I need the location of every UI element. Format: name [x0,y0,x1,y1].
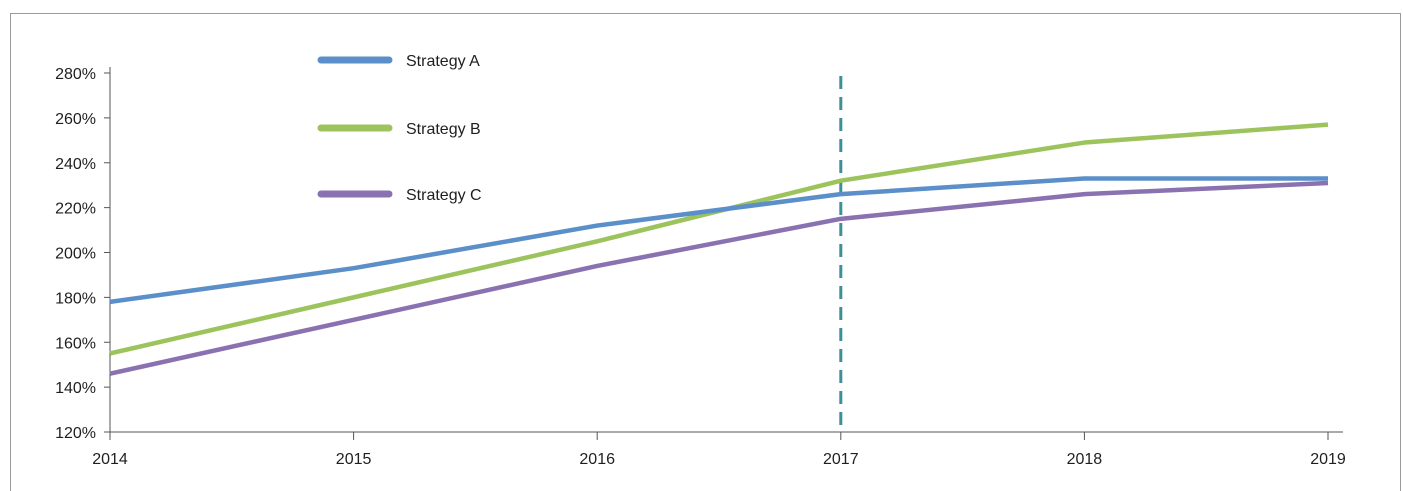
y-tick-label: 140% [55,380,96,397]
x-tick-label: 2018 [1067,451,1103,468]
y-tick-label: 180% [55,290,96,307]
y-tick-label: 280% [55,66,96,83]
series-line-strategy-a [109,176,1328,305]
y-tick-label: 240% [55,156,96,173]
y-tick-label: 260% [55,111,96,128]
y-tick-label: 160% [55,335,96,352]
series-line-strategy-c [109,180,1329,376]
series-lines [109,122,1329,376]
y-tick-label: 220% [55,201,96,218]
x-tick-label: 2015 [336,451,372,468]
series-line-strategy-b [109,122,1329,356]
y-tick-label: 200% [55,246,96,263]
legend-label-strategy-a: Strategy A [406,53,480,70]
axes [104,67,1343,440]
y-tick-label: 120% [55,425,96,442]
tick-labels: 120% 140% 160% 180% 200% 220% 240% 260% 280% 2014… [55,66,1346,468]
x-tick-label: 2019 [1310,451,1346,468]
legend: Strategy A Strategy B Strategy C [317,53,482,204]
x-tick-label: 2017 [823,451,859,468]
legend-label-strategy-c: Strategy C [406,187,482,204]
legend-label-strategy-b: Strategy B [406,121,481,138]
chart-frame [10,13,1401,491]
x-tick-label: 2016 [579,451,615,468]
x-tick-label: 2014 [92,451,128,468]
